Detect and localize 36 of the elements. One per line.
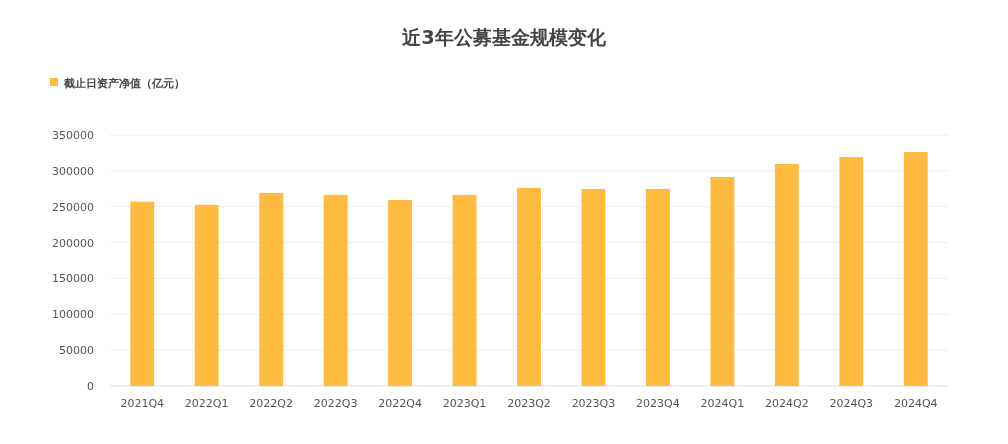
bar [323, 194, 348, 386]
x-tick-label: 2023Q2 [507, 397, 551, 410]
y-tick-label: 200000 [52, 236, 94, 250]
bar [839, 157, 864, 386]
bar [646, 188, 670, 386]
legend-label: 截止日资产净值（亿元） [63, 77, 185, 90]
chart-title: 近3年公募基金规模变化 [401, 26, 607, 48]
x-tick-label: 2022Q2 [249, 397, 293, 410]
x-tick-label: 2023Q1 [442, 397, 487, 410]
y-tick-label: 100000 [52, 308, 94, 322]
bar [581, 188, 606, 386]
x-tick-label: 2022Q3 [313, 397, 358, 410]
y-tick-label: 50000 [59, 344, 94, 358]
y-tick-label: 150000 [52, 272, 94, 286]
bar [903, 152, 928, 386]
bar [259, 192, 284, 386]
bar [452, 194, 477, 386]
x-tick-label: 2023Q3 [571, 397, 616, 410]
x-tick-label: 2022Q4 [378, 397, 422, 410]
x-tick-label: 2021Q4 [120, 397, 165, 410]
y-tick-label: 350000 [52, 129, 94, 142]
y-tick-label: 300000 [52, 164, 94, 178]
bar [517, 187, 541, 386]
bar [710, 176, 735, 386]
x-tick-label: 2024Q2 [765, 397, 809, 410]
bar [194, 204, 219, 386]
y-tick-label: 250000 [52, 200, 94, 214]
x-tick-label: 2022Q1 [184, 397, 229, 410]
x-tick-label: 2024Q1 [700, 397, 745, 410]
x-tick-label: 2024Q3 [829, 397, 874, 410]
x-tick-label: 2024Q4 [893, 397, 938, 410]
bar [388, 199, 412, 386]
y-tick-label: 0 [87, 380, 94, 393]
x-tick-label: 2023Q4 [636, 397, 680, 410]
bar [774, 164, 799, 386]
bar [130, 201, 155, 386]
